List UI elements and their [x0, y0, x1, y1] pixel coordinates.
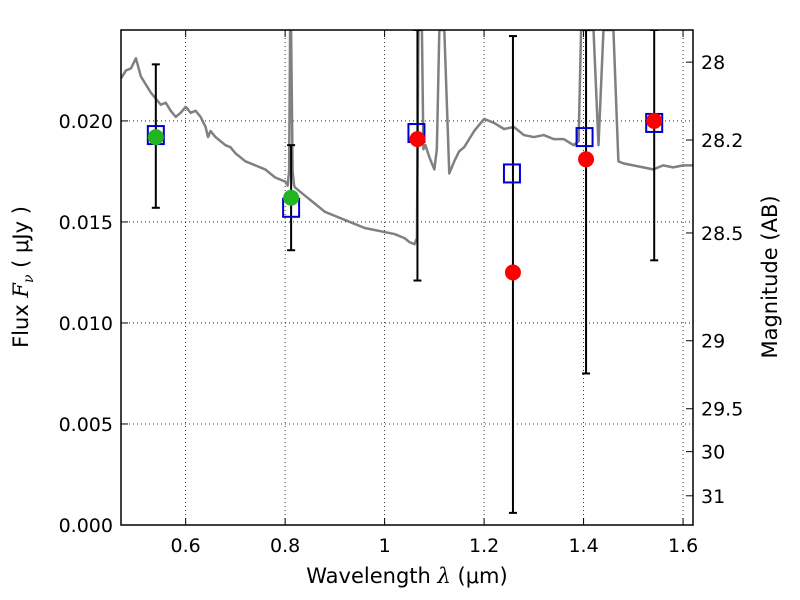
x-tick-label: 1.2 [469, 535, 499, 557]
y2-tick-label: 28.2 [701, 130, 743, 152]
y2-tick-label: 30 [701, 442, 725, 464]
x-tick-label: 1.6 [668, 535, 698, 557]
y-tick-label: 0.015 [59, 212, 113, 234]
y2-axis-label: Magnitude (AB) [758, 195, 782, 358]
plot-area [121, 30, 693, 514]
red-data-point [578, 151, 595, 168]
axis-ticks: 0.6 0.8 1 1.2 1.4 1.6 0.000 0.005 0.010 0.015 0.02… [59, 30, 743, 557]
model-photometry-box [502, 163, 521, 184]
y-axis-label: Flux Fν ( μJy ) [9, 206, 37, 348]
red-data-point [504, 264, 521, 281]
y-tick-label: 0.010 [59, 313, 113, 335]
red-data-point [409, 131, 426, 148]
x-tick-label: 1 [379, 535, 391, 557]
model-photometry-box [575, 127, 594, 148]
y-tick-label: 0.000 [59, 515, 113, 537]
model-spectrum-line [121, 30, 693, 246]
x-tick-label: 0.8 [270, 535, 300, 557]
green-data-point [283, 189, 300, 206]
x-tick-label: 0.6 [171, 535, 201, 557]
y-tick-label: 0.005 [59, 414, 113, 436]
x-tick-label: 1.4 [568, 535, 598, 557]
y2-tick-label: 28 [701, 52, 725, 74]
plot-background [121, 30, 693, 525]
y2-tick-label: 29.5 [701, 399, 743, 421]
red-data-point [646, 112, 663, 129]
plot-frame [120, 29, 694, 526]
y2-tick-label: 29 [701, 331, 725, 353]
green-data-point [147, 129, 164, 146]
y2-tick-label: 31 [701, 486, 725, 508]
y-tick-label: 0.020 [59, 111, 113, 133]
x-axis-label: Wavelength λ (μm) [306, 564, 507, 588]
y2-tick-label: 28.5 [701, 223, 743, 245]
